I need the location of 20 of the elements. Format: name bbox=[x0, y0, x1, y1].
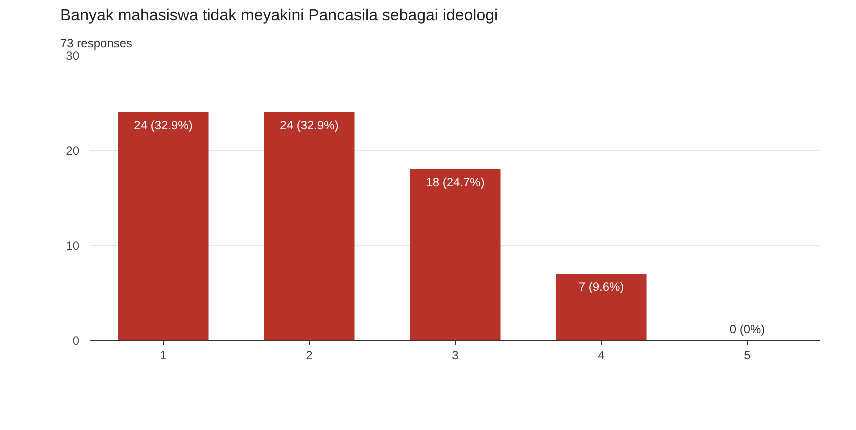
bar bbox=[264, 112, 355, 340]
data-label: 24 (32.9%) bbox=[280, 118, 339, 132]
bar bbox=[556, 274, 647, 340]
y-tick-label: 10 bbox=[66, 239, 80, 253]
chart-subtitle: 73 responses bbox=[60, 36, 133, 50]
x-tick-label: 2 bbox=[306, 348, 314, 362]
data-label: 24 (32.9%) bbox=[134, 118, 193, 132]
x-tick-label: 4 bbox=[598, 348, 606, 362]
data-label: 18 (24.7%) bbox=[426, 176, 485, 190]
bar bbox=[410, 170, 501, 340]
y-tick-label: 0 bbox=[72, 334, 80, 348]
x-tick-label: 3 bbox=[452, 348, 460, 362]
chart-title: Banyak mahasiswa tidak meyakini Pancasila sebagai ideologi bbox=[60, 8, 498, 24]
data-label: 7 (9.6%) bbox=[578, 280, 624, 294]
bar bbox=[118, 112, 209, 340]
y-tick-label: 30 bbox=[66, 49, 80, 63]
x-tick-label: 5 bbox=[744, 348, 752, 362]
x-tick-label: 1 bbox=[160, 348, 168, 362]
y-tick-label: 20 bbox=[66, 144, 80, 158]
data-label: 0 (0%) bbox=[730, 322, 766, 336]
